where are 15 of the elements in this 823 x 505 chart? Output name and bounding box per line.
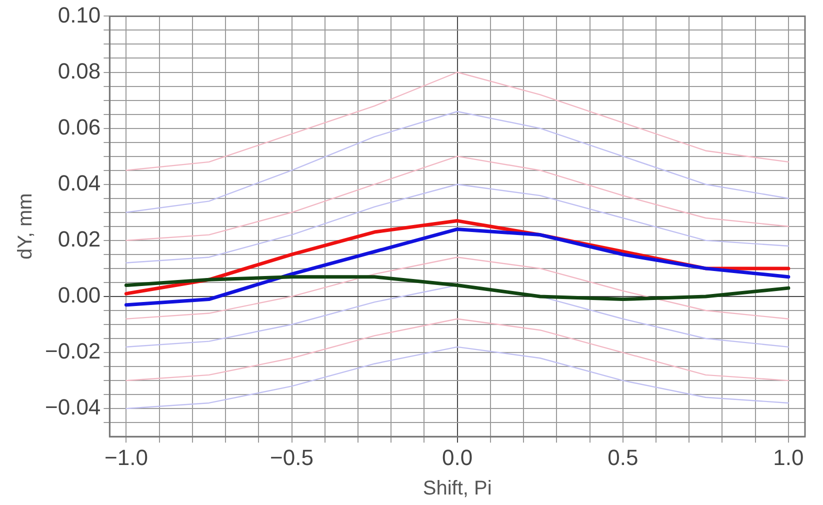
y-axis-title: dY, mm <box>14 193 37 260</box>
y-tick-label: 0.08 <box>58 58 101 84</box>
y-tick-label: 0.00 <box>58 282 101 308</box>
y-tick-label: 0.02 <box>58 226 101 252</box>
x-tick-label: −1.0 <box>104 444 148 470</box>
y-tick-label: −0.02 <box>44 338 101 364</box>
x-axis-title: Shift, Pi <box>422 478 492 500</box>
y-tick-label: 0.04 <box>58 170 101 196</box>
y-tick-label: 0.06 <box>58 114 101 140</box>
y-tick-label: 0.10 <box>58 2 101 28</box>
y-tick-label: −0.04 <box>44 394 101 420</box>
x-tick-label: −0.5 <box>270 444 314 470</box>
x-tick-label: 0.0 <box>442 444 473 470</box>
x-tick-label: 0.5 <box>608 444 638 470</box>
x-tick-label: 1.0 <box>773 444 804 470</box>
